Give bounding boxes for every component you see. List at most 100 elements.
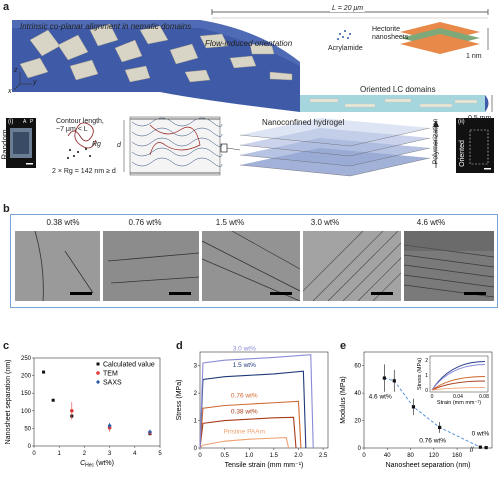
hectorite-label-2: nanosheets (372, 34, 409, 41)
y-tick-label: 1 (194, 419, 198, 425)
y-axis-label: Modulus (MPa) (340, 376, 347, 423)
series-line (199, 370, 307, 449)
nanoconfined-label: Nanoconfined hydrogel (262, 118, 345, 127)
thickness-label: 1 nm (466, 53, 482, 60)
channel-height-label: 0.5 mm (468, 115, 492, 122)
hectorite-label-1: Hectorite (372, 26, 401, 33)
y-tick-label: 0 (28, 444, 32, 450)
x-tick-label: 1 (58, 451, 62, 457)
panel-b-label: b (3, 203, 10, 215)
inset-i-label: (i) (8, 119, 14, 125)
data-point (438, 425, 442, 430)
data-point (51, 398, 55, 402)
alignment-text: Intrinsic co-planar alignment in nematic… (20, 22, 192, 31)
inset-x-label: Strain (mm mm⁻¹) (437, 400, 481, 406)
scale-bar (169, 292, 191, 295)
annotation: 4.6 wt% (369, 394, 392, 401)
legend-label: TEM (103, 371, 118, 378)
inset-ii-label: (ii) (458, 119, 465, 125)
legend-marker (96, 371, 100, 375)
x-tick-label: 40 (384, 453, 391, 459)
legend-label: Calculated value (103, 362, 155, 369)
y-tick-label: 20 (354, 419, 361, 425)
x-tick-label: 0 (198, 453, 202, 459)
x-tick-label: 4 (133, 451, 137, 457)
inset-curve (431, 380, 486, 391)
oriented-label: Oriented (458, 140, 466, 167)
y-tick-label: 60 (354, 364, 361, 370)
series-label: 0.76 wt% (231, 392, 258, 399)
tem-label-4: 3.0 wt% (310, 218, 340, 227)
plot-frame (33, 357, 161, 447)
y-axis-label: Stress (MPa) (176, 380, 183, 421)
series-label: 0.38 wt% (231, 408, 258, 415)
axis-x-label: x (8, 88, 12, 95)
y-tick-label: 200 (21, 374, 32, 380)
axis-y-label: y (33, 79, 37, 86)
data-point (107, 423, 112, 428)
data-point (484, 445, 488, 450)
flow-text: Flow-induced orientation (205, 39, 293, 48)
annotation: 0 wt% (472, 431, 490, 438)
random-label: Random (0, 129, 10, 160)
y-tick-label: 50 (24, 426, 31, 432)
polarizer-a-label: A (23, 119, 27, 125)
data-point (70, 409, 74, 413)
legend-marker (96, 379, 100, 385)
x-axis-label: Nanosheet separation (nm) (386, 462, 471, 469)
length-text: L = 20 μm (330, 5, 366, 12)
panel-a-illustration (6, 9, 494, 177)
polymerization-label: Polymerization (432, 118, 440, 165)
series-line (199, 416, 297, 449)
y-tick-label: 40 (354, 391, 361, 397)
series-label: Pristine PAAm (224, 429, 265, 436)
y-tick-label: 3 (194, 364, 198, 370)
series-line (199, 437, 290, 449)
data-point (411, 405, 416, 409)
acrylamide-label: Acrylamide (328, 45, 363, 52)
inset-x-tick-label: 0 (431, 394, 434, 400)
y-tick-label: 2 (194, 391, 198, 397)
inset-x-tick-label: 0.04 (453, 394, 463, 400)
data-point (42, 370, 46, 374)
x-tick-label: 2.0 (294, 453, 303, 459)
series-line (199, 354, 314, 449)
contour-label-1: Contour length, (56, 118, 104, 125)
plot-frame (199, 351, 329, 449)
tem-image-5 (404, 231, 494, 301)
legend-label: SAXS (103, 380, 122, 387)
legend-marker (96, 362, 100, 366)
series-label: 3.0 wt% (233, 346, 256, 353)
x-tick-label: 2.5 (319, 453, 328, 459)
x-tick-label: 1.0 (245, 453, 254, 459)
data-point (392, 379, 396, 383)
x-tick-label: 2 (83, 451, 87, 457)
inset-x-tick-label: 0.08 (479, 394, 489, 400)
scale-bar (464, 292, 486, 295)
tem-image-4 (303, 231, 401, 301)
data-point (478, 445, 482, 449)
tem-image-3 (202, 231, 300, 301)
y-tick-label: 250 (21, 356, 32, 362)
rg-formula: 2 × Rg = 142 nm ≥ d (52, 168, 116, 175)
inset-y-tick-label: 0 (425, 388, 428, 394)
x-tick-label: 3 (108, 451, 112, 457)
panel-c-label: c (3, 340, 10, 352)
y-axis-label: Nanosheet separation (nm) (5, 360, 12, 445)
scale-bar (270, 292, 292, 295)
x-tick-label: 120 (429, 453, 440, 459)
x-tick-label: 0.5 (220, 453, 229, 459)
oriented-lc-label: Oriented LC domains (360, 85, 436, 94)
plot-frame (363, 351, 493, 449)
inset-y-label: Stress (MPa) (417, 358, 423, 390)
contour-label-2: ~7 μm < L (56, 126, 88, 133)
y-tick-label: 0 (194, 446, 198, 452)
series-label: 1.5 wt% (233, 362, 256, 369)
tem-label-5: 4.6 wt% (416, 218, 446, 227)
y-tick-label: 0 (358, 446, 362, 452)
axis-z-label: z (14, 67, 18, 74)
data-point (382, 376, 386, 380)
x-axis-label: CHec (wt%) (80, 460, 114, 469)
